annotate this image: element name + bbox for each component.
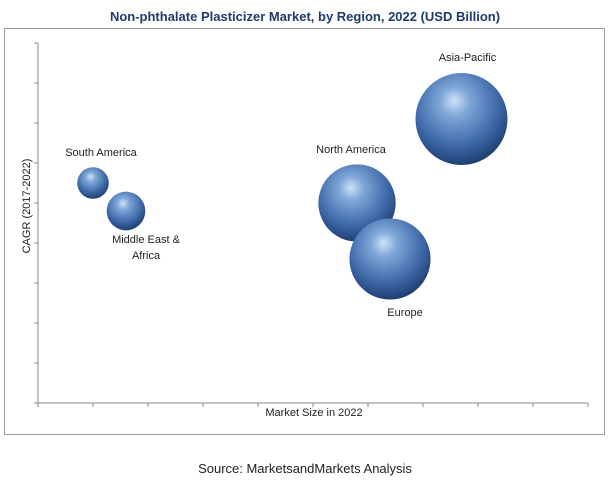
bubble-label-europe: Europe bbox=[387, 307, 422, 319]
bubble-south-america bbox=[77, 167, 109, 199]
x-axis-label: Market Size in 2022 bbox=[265, 407, 362, 419]
bubble-label-south-america: South America bbox=[65, 147, 137, 159]
chart-title: Non-phthalate Plasticizer Market, by Reg… bbox=[109, 9, 501, 24]
bubble-asia-pacific bbox=[415, 73, 508, 165]
bubble-labels: South America Middle East & Africa North Am… bbox=[65, 52, 496, 319]
axes bbox=[34, 42, 589, 407]
bubbles bbox=[77, 73, 508, 300]
source-note: Source: MarketsandMarkets Analysis bbox=[198, 461, 412, 476]
bubble-label-north-america: North America bbox=[316, 144, 387, 156]
bubble-middle-east-africa bbox=[106, 191, 146, 231]
chart-frame bbox=[4, 28, 605, 435]
y-axis-label: CAGR (2017-2022) bbox=[21, 159, 33, 254]
bubble-label-middle-east-africa: Middle East & Africa bbox=[112, 234, 181, 262]
bubble-europe bbox=[349, 218, 431, 300]
bubble-label-asia-pacific: Asia-Pacific bbox=[439, 52, 497, 64]
